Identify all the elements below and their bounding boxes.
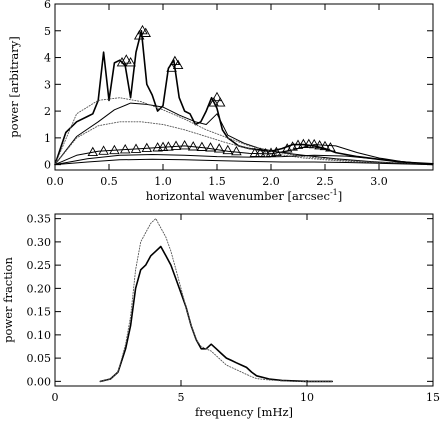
top-y-tick-label: 4 [44,52,51,65]
top-triangle-marker [214,97,226,107]
top-triangle-marker [325,142,336,152]
bottom-series-group [99,218,334,383]
top-triangle-marker [260,147,271,158]
top-triangle-marker [196,141,208,151]
bottom-y-tick-label: 0.35 [27,213,52,226]
bottom-y-tick-label: 0.10 [27,329,52,342]
bottom-series-0-line [99,245,334,383]
top-x-tick-label: 1.5 [208,175,226,188]
top-triangle-marker [205,142,216,152]
top-series-4-line [54,144,434,166]
top-series-0-line [54,29,434,166]
top-plot-frame [54,3,434,171]
top-triangle-marker [303,138,315,149]
top-triangle-marker [121,54,132,64]
top-y-axis-label: power [arbitrary] [7,36,21,137]
bottom-x-axis-label: frequency [mHz] [195,405,293,419]
top-x-ticks: 0.0 0.5 1.0 1.5 2.0 2.5 3.0 [46,4,388,188]
top-triangle-marker [231,145,242,156]
bottom-y-tick-label: 0.20 [27,282,52,295]
top-triangle-marker [254,147,266,157]
top-triangle-marker [163,141,174,151]
top-series-6-line [54,158,434,166]
top-triangle-marker [125,56,136,67]
top-triangle-marker [130,143,142,153]
top-triangle-marker [137,24,148,35]
top-y-tick-label: 6 [44,0,51,11]
top-x-axis-label: horizontal wavenumber [arcsec-1] [146,188,342,203]
top-triangle-marker [170,140,182,150]
bottom-y-tick-label: 0.05 [27,352,52,365]
bottom-y-tick-label: 0.00 [27,375,52,388]
top-triangle-marker [140,27,151,37]
top-triangle-marker [119,143,131,154]
top-triangle-marker [308,138,320,149]
bottom-y-tick-label: 0.30 [27,236,52,249]
top-x-tick-label: 0.5 [100,175,118,188]
bottom-panel: 0 5 10 15 0.000.050.100.150.200.250.300.35 … [1,213,440,419]
bottom-x-tick-label: 5 [178,391,185,404]
top-triangle-marker [169,55,181,66]
top-triangle-marker [213,143,225,153]
bottom-series-1-line [99,218,333,382]
top-y-tick-label: 5 [44,25,51,38]
top-triangle-marker [222,144,234,155]
top-x-tick-label: 2.5 [316,175,334,188]
top-triangle-marker [87,146,99,157]
top-series-1-line [54,102,434,166]
bottom-x-tick-label: 15 [426,391,440,404]
top-triangle-marker [249,147,261,157]
top-triangle-marker [141,142,153,153]
top-triangle-marker [298,138,309,149]
top-triangle-marker [211,91,223,102]
top-triangle-marker [116,56,128,67]
top-triangle-marker [187,141,199,151]
top-triangle-marker [172,59,184,70]
top-triangle-marker [157,141,169,151]
top-markers-group [87,24,336,158]
top-y-ticks: 0 1 2 3 4 5 6 [44,0,433,172]
top-triangle-marker [319,140,331,151]
top-x-tick-label: 0.0 [46,175,64,188]
top-triangle-marker [109,144,120,155]
top-x-tick-label: 3.0 [370,175,388,188]
bottom-x-ticks: 0 5 10 15 [52,214,440,404]
top-x-tick-label: 1.0 [154,175,172,188]
bottom-x-tick-label: 10 [300,391,314,404]
top-triangle-marker [271,146,282,157]
bottom-x-tick-label: 0 [52,391,59,404]
top-y-tick-label: 2 [44,105,51,118]
top-x-tick-label: 2.0 [262,175,280,188]
bottom-y-ticks: 0.00 0.05 0.10 0.15 0.20 0.25 0.30 0.35 [27,213,433,388]
top-y-tick-label: 0 [44,159,51,172]
top-series-5-line [54,154,434,166]
top-triangle-marker [152,142,163,152]
top-series-2-line [54,97,434,166]
top-triangle-marker [98,145,109,155]
top-series-3-line [54,121,434,166]
top-triangle-marker [179,139,190,150]
top-triangle-marker [208,97,220,107]
top-y-tick-label: 1 [44,132,51,145]
bottom-y-tick-label: 0.15 [27,306,52,319]
bottom-y-tick-label: 0.25 [27,259,52,272]
bottom-plot-frame [54,213,434,387]
bottom-y-axis-label: power fraction [1,257,15,343]
top-series-group [54,29,434,166]
top-y-tick-label: 3 [44,78,51,91]
top-triangle-marker [314,139,325,150]
top-panel: 0.0 0.5 1.0 1.5 2.0 2.5 3.0 0 1 2 3 4 5 6 horizontal… [7,0,434,203]
top-triangle-marker [133,30,145,40]
